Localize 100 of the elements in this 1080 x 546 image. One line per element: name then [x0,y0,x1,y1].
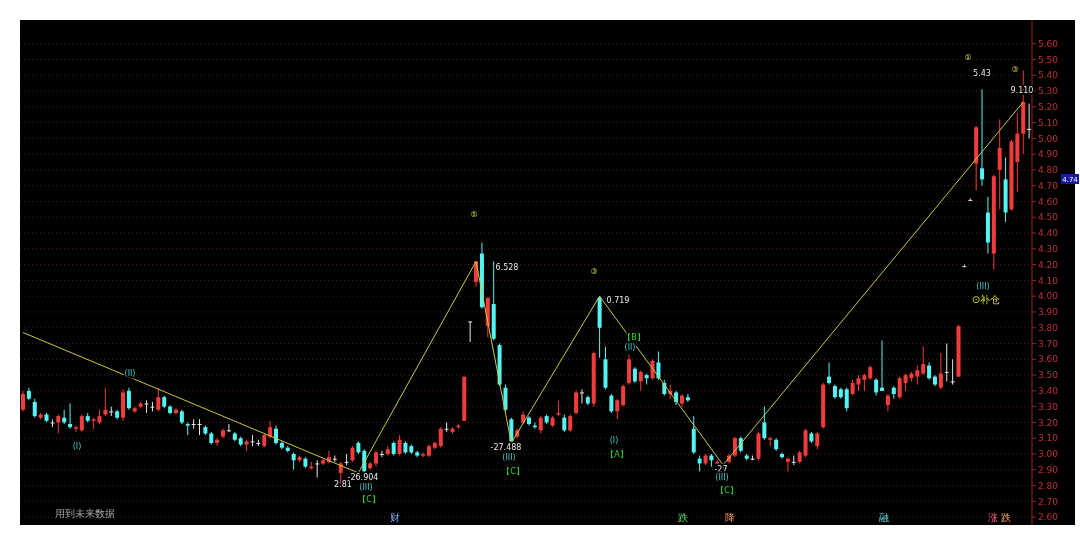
y-tick-label: 3.90 [1038,307,1059,318]
candlestick [468,320,473,343]
y-tick-label: 2.60 [1038,512,1059,523]
candlestick [897,376,902,400]
y-tick-label: 5.30 [1038,86,1059,97]
candlestick [609,393,614,414]
y-tick-label: 3.30 [1038,401,1059,412]
y-tick-label: 5.40 [1038,70,1059,81]
candlestick [126,387,131,411]
annotation: -26.904 [347,473,379,482]
candlestick [785,456,790,472]
candlestick [1027,103,1032,139]
y-tick-label: 4.80 [1038,165,1059,176]
annotation: 【C】 [502,467,524,476]
candlestick [250,434,255,447]
y-tick-label: 4.70 [1038,180,1059,191]
y-tick-label: 5.50 [1038,54,1059,65]
annotation: (III) [502,453,516,462]
annotation: (III) [715,473,729,482]
candlestick [615,398,620,420]
y-tick-label: 3.20 [1038,417,1059,428]
y-tick-label: 2.70 [1038,496,1059,507]
candlestick [421,451,426,458]
y-tick-label: 4.20 [1038,259,1059,270]
candlestick [191,418,196,430]
candlestick [321,458,326,466]
annotation: ③ [590,267,598,276]
annotation: -27 [714,465,728,474]
annotation: (I) [609,436,619,445]
candlestick [915,365,920,386]
candlestick [579,388,584,404]
candlestick [997,118,1002,210]
y-tick-label: 4.10 [1038,275,1059,286]
annotation: 2.81 [334,480,352,489]
candlestick [762,406,767,441]
candlestick [885,393,890,412]
annotation: 跌 [678,512,688,523]
candlestick [21,390,25,412]
annotation: 融 [879,512,889,523]
candlestick [656,350,661,381]
annotation: 跌 [1001,512,1011,523]
y-tick-label: 5.20 [1038,101,1059,112]
y-tick-label: 3.70 [1038,338,1059,349]
y-tick-label: 5.60 [1038,38,1059,49]
line-series [22,101,1024,474]
annotation: ⑤ [470,210,478,219]
y-tick-label: 3.80 [1038,322,1059,333]
y-tick-label: 5.00 [1038,133,1059,144]
candlestick [197,418,202,436]
candlestick [621,384,626,408]
y-tick-label: 3.60 [1038,354,1059,365]
y-tick-label: 4.90 [1038,149,1059,160]
candlestick [226,423,231,433]
y-tick-label: 3.10 [1038,433,1059,444]
annotation: 5.43 [973,69,991,78]
annotation: 【C】 [358,495,380,504]
candlestick [156,387,161,412]
candlestick [627,354,632,386]
candlestick [780,451,784,460]
annotation: 财 [390,512,400,523]
y-tick-label: 4.00 [1038,291,1059,302]
candlestick [397,434,402,457]
y-tick-label: 2.80 [1038,480,1059,491]
candlestick [574,390,579,416]
annotation: ① [964,53,972,62]
candlestick [103,387,108,417]
y-tick-label: 4.40 [1038,228,1059,239]
annotation: ⊙补仓 [971,294,1001,305]
y-tick-label: 4.50 [1038,212,1059,223]
candlestick [968,197,973,201]
annotation: 降 [725,512,735,523]
candlestick [68,402,73,430]
candlestick [56,414,61,434]
annotation: (I) [72,442,82,451]
y-tick-label: 4.30 [1038,244,1059,255]
candlestick [315,459,320,479]
annotation: 【C】 [716,486,738,495]
annotation: 【A】 [606,450,628,459]
candlestick [844,387,849,412]
annotation: (II) [124,369,136,378]
candlestick [32,398,37,419]
y-tick-label: 5.10 [1038,117,1059,128]
candlestick [638,369,643,392]
candlestick [950,358,955,386]
candlestick [173,407,178,416]
annotation: (III) [359,483,373,492]
y-tick-label: 3.00 [1038,449,1059,460]
annotation: 【B】 [623,333,645,342]
candlestick [444,421,449,433]
y-tick-label: 3.40 [1038,386,1059,397]
candlestick [73,425,78,433]
annotation: ③ [1011,65,1019,74]
annotation: -27.488 [490,443,522,452]
annotation: 0.719 [606,296,630,305]
y-tick-label: 2.90 [1038,464,1059,475]
candlestick [144,399,149,414]
candlestick [980,88,985,187]
candlestick [827,361,832,386]
candlestick [691,415,696,455]
annotation: 6.528 [495,263,519,272]
